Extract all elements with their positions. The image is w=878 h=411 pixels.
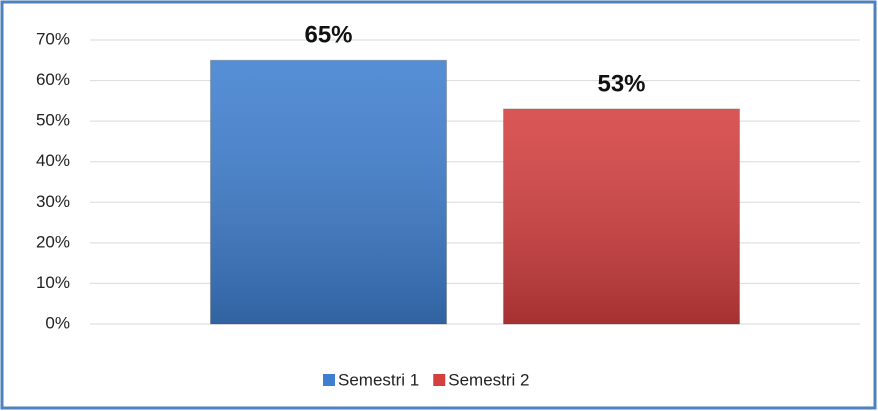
y-tick-label: 50%	[36, 111, 70, 130]
y-tick-label: 10%	[36, 273, 70, 292]
legend-swatch	[433, 374, 446, 386]
y-tick-label: 0%	[45, 313, 70, 332]
legend-swatch	[323, 374, 335, 386]
y-tick-label: 60%	[36, 70, 70, 89]
bar	[503, 108, 740, 325]
value-label: 65%	[304, 22, 352, 49]
y-tick-label: 70%	[36, 29, 70, 48]
bar	[210, 59, 447, 325]
legend-label: Semestri 2	[448, 370, 529, 389]
legend-label: Semestri 1	[338, 370, 419, 389]
value-label: 53%	[597, 70, 645, 97]
y-tick-label: 40%	[36, 151, 70, 170]
y-tick-label: 30%	[36, 192, 70, 211]
y-tick-label: 20%	[36, 232, 70, 251]
